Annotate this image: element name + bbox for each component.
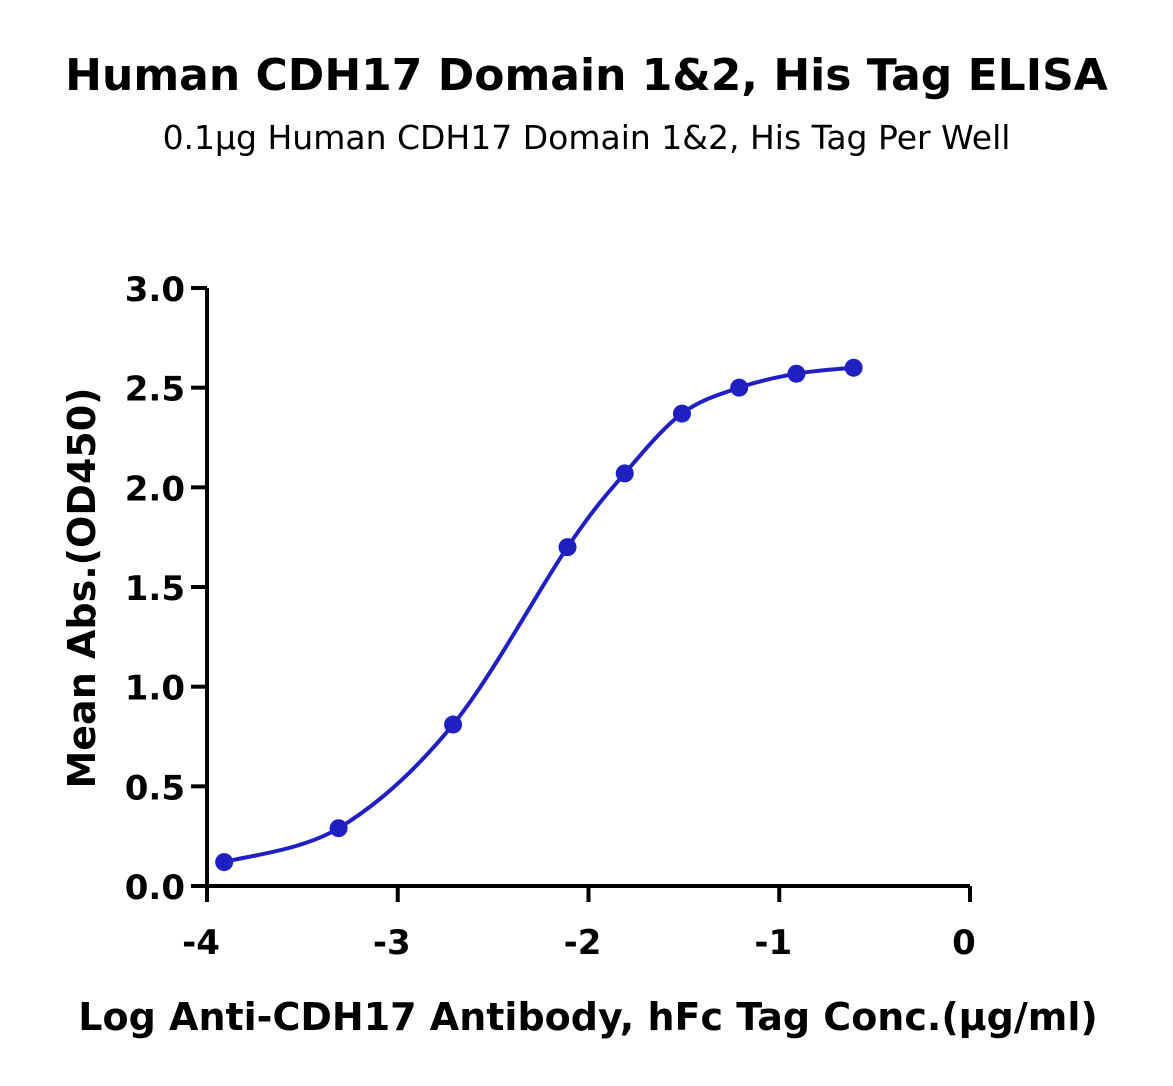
y-tick-label: 1.5 xyxy=(125,569,185,609)
y-tick-label: 2.5 xyxy=(125,370,185,410)
x-tick-label: -1 xyxy=(754,923,792,963)
y-tick-label: 1.0 xyxy=(125,669,185,709)
data-point xyxy=(730,378,749,397)
y-tick-label: 2.0 xyxy=(125,469,185,509)
x-tick-label: -2 xyxy=(564,923,602,963)
y-tick-label: 3.0 xyxy=(125,270,185,310)
x-tick-label: -4 xyxy=(182,923,220,963)
chart-title: Human CDH17 Domain 1&2, His Tag ELISA xyxy=(65,50,1108,101)
x-tick-label: -3 xyxy=(373,923,411,963)
data-point xyxy=(787,364,806,383)
data-point xyxy=(215,853,234,872)
data-point xyxy=(444,715,463,734)
y-tick-label: 0.5 xyxy=(125,768,185,808)
data-point xyxy=(329,819,348,838)
y-tick-label: 0.0 xyxy=(125,868,185,908)
x-tick-label: 0 xyxy=(952,923,976,963)
y-axis-label: Mean Abs.(OD450) xyxy=(60,387,104,788)
fit-curve xyxy=(223,365,854,865)
fit-curve-group xyxy=(223,365,854,865)
data-point xyxy=(558,538,577,557)
data-points xyxy=(215,358,863,872)
axes: 0.0 0.5 1.0 1.5 2.0 2.5 3.0 -4 -3 -2 -1 0 xyxy=(125,270,976,963)
data-point xyxy=(844,358,863,377)
data-point xyxy=(615,464,634,483)
x-axis-label: Log Anti-CDH17 Antibody, hFc Tag Conc.(μ… xyxy=(78,995,1097,1039)
data-point xyxy=(672,404,691,423)
chart-subtitle: 0.1μg Human CDH17 Domain 1&2, His Tag Pe… xyxy=(162,118,1011,157)
